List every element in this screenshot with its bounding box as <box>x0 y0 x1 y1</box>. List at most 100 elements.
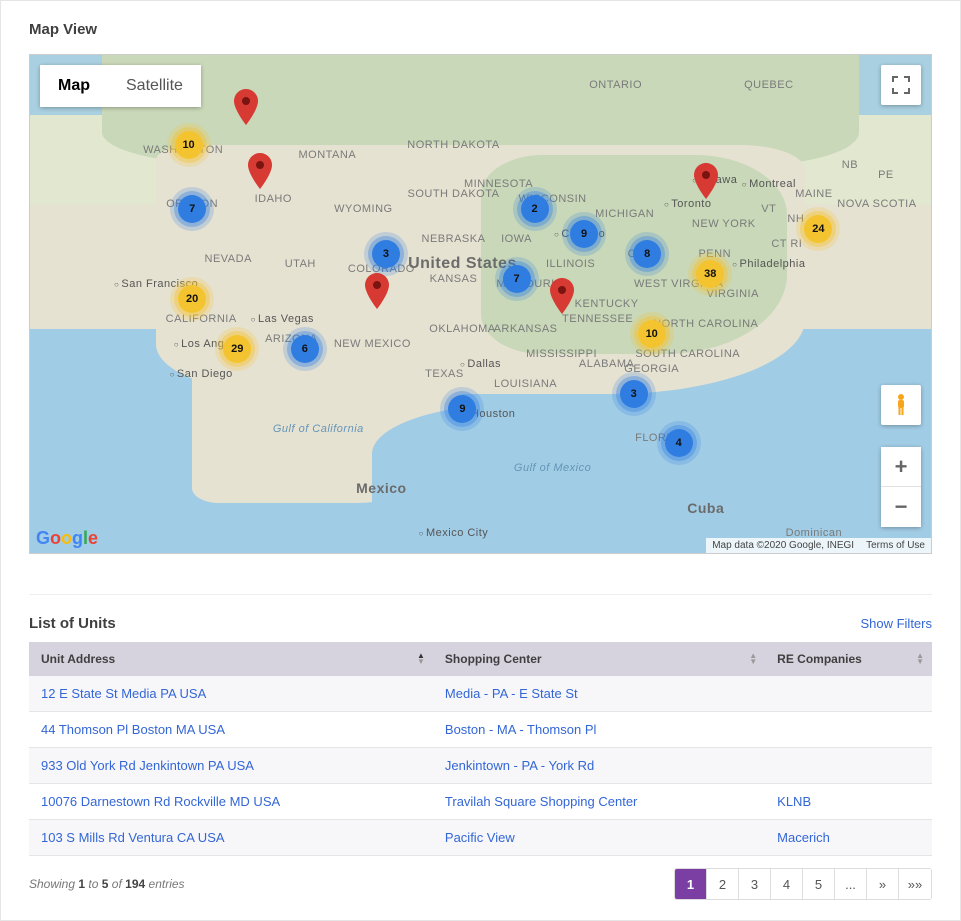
map-label: United States <box>408 255 517 273</box>
map-label: Mexico City <box>419 527 489 539</box>
map-label: MONTANA <box>298 149 356 161</box>
cell-link[interactable]: KLNB <box>777 794 811 809</box>
map-label: CT RI <box>771 238 802 250</box>
map-label: Cuba <box>687 500 724 516</box>
map-label: NORTH DAKOTA <box>407 139 499 151</box>
fullscreen-icon <box>892 76 910 94</box>
pagination: 12345...»»» <box>674 868 932 900</box>
map-marker[interactable] <box>550 278 574 319</box>
map-cluster[interactable]: 6 <box>291 335 319 363</box>
entries-info: Showing 1 to 5 of 194 entries <box>29 877 185 891</box>
pegman-icon <box>892 393 910 417</box>
map-label: Gulf of California <box>273 423 364 435</box>
cell-link[interactable]: Pacific View <box>445 830 515 845</box>
map-label: Dallas <box>460 358 501 370</box>
map-cluster[interactable]: 9 <box>448 395 476 423</box>
map-cluster[interactable]: 4 <box>665 429 693 457</box>
map-label: QUEBEC <box>744 79 793 91</box>
map-label: Gulf of Mexico <box>514 462 591 474</box>
map-cluster[interactable]: 9 <box>570 220 598 248</box>
pegman-button[interactable] <box>881 385 921 425</box>
show-filters-link[interactable]: Show Filters <box>860 616 932 631</box>
cell-link[interactable]: Travilah Square Shopping Center <box>445 794 637 809</box>
map-label: MAINE <box>795 188 832 200</box>
map-cluster[interactable]: 38 <box>696 260 724 288</box>
page-button[interactable]: 4 <box>771 869 803 899</box>
map-marker[interactable] <box>365 273 389 314</box>
page-button[interactable]: » <box>867 869 899 899</box>
table-row: 10076 Darnestown Rd Rockville MD USA Trav… <box>29 784 932 820</box>
map-label: MICHIGAN <box>595 208 654 220</box>
cell-link[interactable]: Jenkintown - PA - York Rd <box>445 758 594 773</box>
cell-link[interactable]: 10076 Darnestown Rd Rockville MD USA <box>41 794 280 809</box>
fullscreen-button[interactable] <box>881 65 921 105</box>
page-button[interactable]: 3 <box>739 869 771 899</box>
map-label: Las Vegas <box>251 313 314 325</box>
map-label: NEVADA <box>205 253 252 265</box>
page-button[interactable]: »» <box>899 869 931 899</box>
column-header[interactable]: Shopping Center▲▼ <box>433 642 765 676</box>
zoom-control: + − <box>881 447 921 527</box>
table-row: 933 Old York Rd Jenkintown PA USA Jenkint… <box>29 748 932 784</box>
cell-link[interactable]: Boston - MA - Thomson Pl <box>445 722 597 737</box>
map-cluster[interactable]: 29 <box>223 335 251 363</box>
map-label: PENN <box>698 248 731 260</box>
map-cluster[interactable]: 20 <box>178 285 206 313</box>
map-label: San Diego <box>170 368 233 380</box>
map-label: NH <box>787 213 804 225</box>
map-label: CALIFORNIA <box>166 313 237 325</box>
map-label: NB <box>842 159 858 171</box>
map-label: SOUTH CAROLINA <box>635 348 740 360</box>
cell-link[interactable]: 103 S Mills Rd Ventura CA USA <box>41 830 225 845</box>
column-header[interactable]: Unit Address▲▼ <box>29 642 433 676</box>
map-cluster[interactable]: 7 <box>178 195 206 223</box>
map-label: NORTH CAROLINA <box>653 318 758 330</box>
map-label: Mexico <box>356 480 406 496</box>
cell-link[interactable]: Macerich <box>777 830 830 845</box>
zoom-out-button[interactable]: − <box>881 487 921 527</box>
map-cluster[interactable]: 2 <box>521 195 549 223</box>
map-label: VIRGINIA <box>707 288 759 300</box>
map-label: UTAH <box>285 258 316 270</box>
map-cluster[interactable]: 10 <box>638 320 666 348</box>
map-label: ILLINOIS <box>546 258 595 270</box>
cell-link[interactable]: Media - PA - E State St <box>445 686 578 701</box>
page-button[interactable]: ... <box>835 869 867 899</box>
map-label: WYOMING <box>334 203 393 215</box>
map-label: ARKANSAS <box>494 323 558 335</box>
map-cluster[interactable]: 3 <box>372 240 400 268</box>
map-label: VT <box>761 203 776 215</box>
map-label: ONTARIO <box>589 79 642 91</box>
map-label: TEXAS <box>425 368 464 380</box>
map-label: IDAHO <box>255 193 292 205</box>
map-view-title: Map View <box>29 21 932 38</box>
map-cluster[interactable]: 8 <box>633 240 661 268</box>
map-label: NEW YORK <box>692 218 756 230</box>
map-label: LOUISIANA <box>494 378 557 390</box>
map-cluster[interactable]: 3 <box>620 380 648 408</box>
page-button[interactable]: 5 <box>803 869 835 899</box>
terms-link[interactable]: Terms of Use <box>866 540 925 551</box>
map[interactable]: Map Satellite + − Google Map data ©2020 … <box>29 54 932 554</box>
zoom-in-button[interactable]: + <box>881 447 921 487</box>
cell-link[interactable]: 933 Old York Rd Jenkintown PA USA <box>41 758 254 773</box>
table-row: 103 S Mills Rd Ventura CA USA Pacific Vie… <box>29 820 932 856</box>
page-button[interactable]: 2 <box>707 869 739 899</box>
table-row: 44 Thomson Pl Boston MA USA Boston - MA -… <box>29 712 932 748</box>
map-cluster[interactable]: 7 <box>503 265 531 293</box>
map-marker[interactable] <box>248 153 272 194</box>
cell-link[interactable]: 12 E State St Media PA USA <box>41 686 206 701</box>
table-row: 12 E State St Media PA USA Media - PA - E… <box>29 676 932 712</box>
map-type-satellite[interactable]: Satellite <box>108 65 201 107</box>
map-type-map[interactable]: Map <box>40 65 108 107</box>
map-marker[interactable] <box>694 163 718 204</box>
map-cluster[interactable]: 24 <box>804 215 832 243</box>
cell-link[interactable]: 44 Thomson Pl Boston MA USA <box>41 722 225 737</box>
map-marker[interactable] <box>234 89 258 130</box>
page-button[interactable]: 1 <box>675 869 707 899</box>
list-title: List of Units <box>29 615 116 632</box>
map-cluster[interactable]: 10 <box>175 131 203 159</box>
map-label: NEW MEXICO <box>334 338 411 350</box>
map-label: PE <box>878 169 894 181</box>
column-header[interactable]: RE Companies▲▼ <box>765 642 932 676</box>
